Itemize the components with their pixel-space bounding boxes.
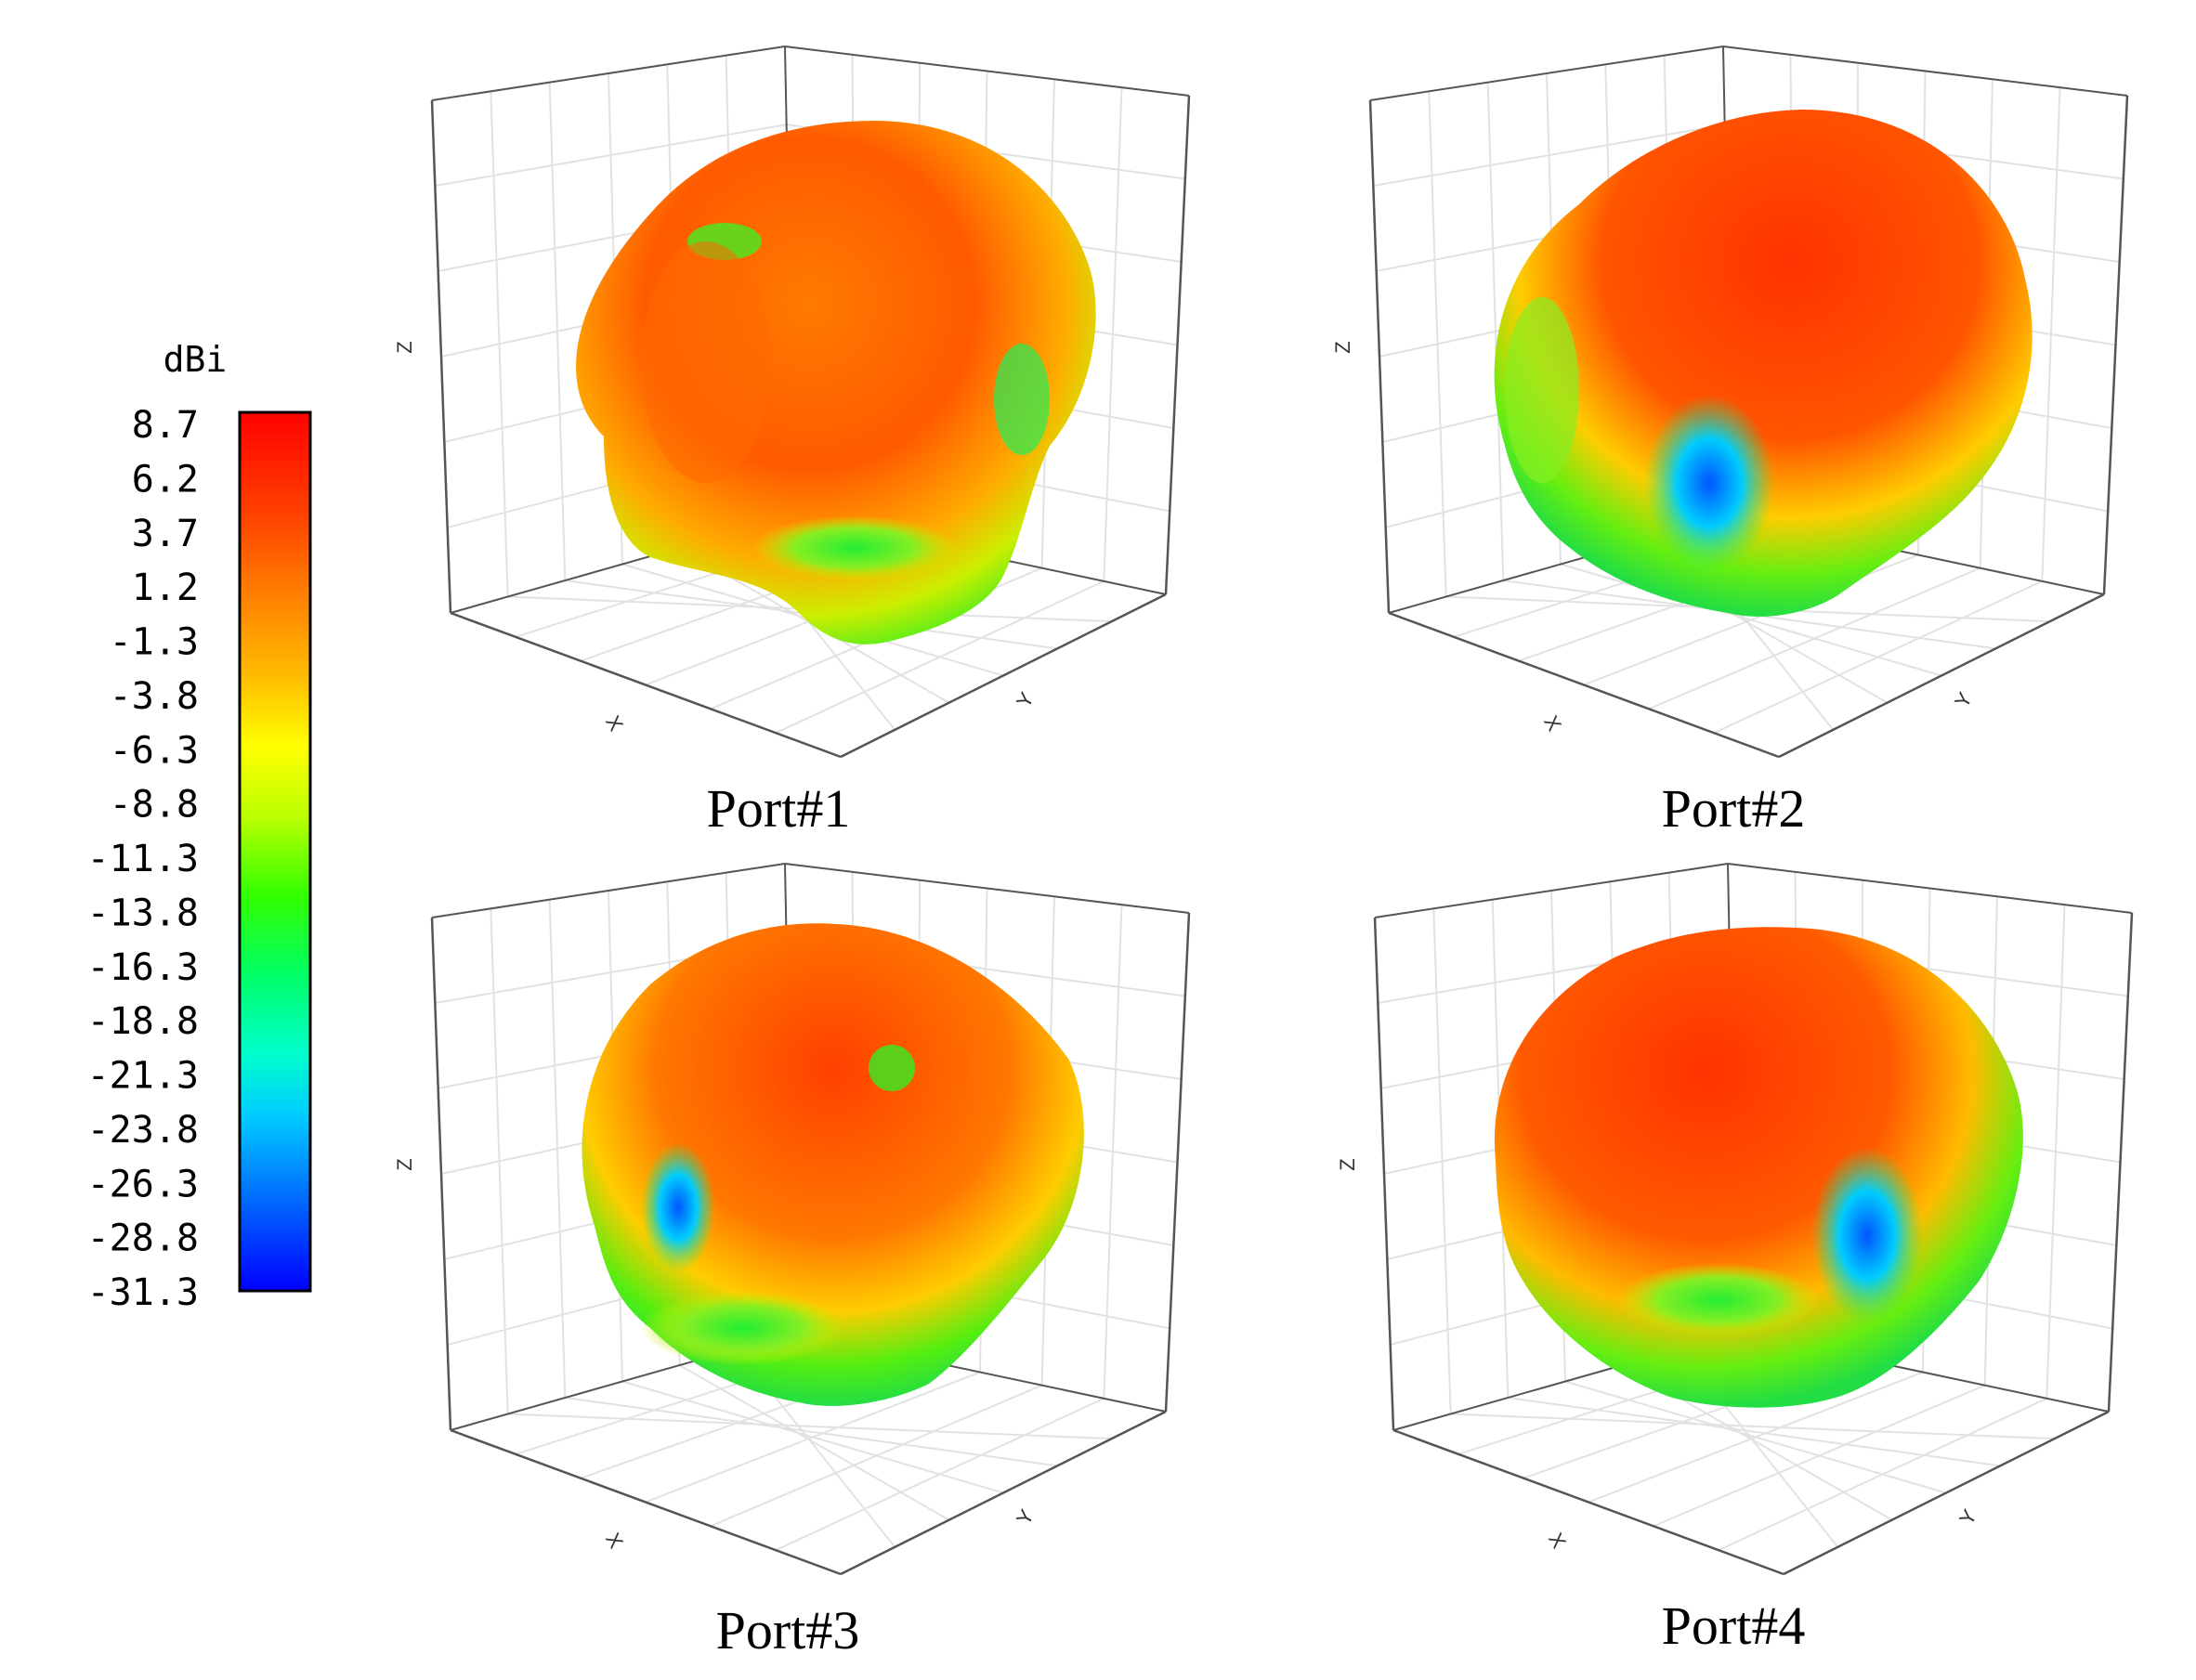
colorbar-tick-label: -18.8	[87, 1000, 199, 1043]
axis-label: Z	[393, 1158, 416, 1170]
axis-line	[1653, 1384, 1986, 1528]
colorbar: dBi 8.7 6.2 3.7 1.2 -1.3 -3.8 -6.3 -8.8 -11.3 -13…	[87, 339, 312, 1314]
axis-line	[565, 1397, 1058, 1467]
axis-line	[1164, 95, 1191, 595]
axis-line	[1778, 593, 2105, 759]
colorbar-title: dBi	[163, 339, 228, 380]
axis-label: Y	[1950, 688, 1977, 711]
radiation-pattern-port3	[582, 923, 1084, 1406]
axis-line	[710, 1384, 1043, 1528]
axis-line	[840, 1410, 1167, 1576]
panel-caption-port3: Port#3	[716, 1600, 860, 1660]
axis-line	[1648, 567, 1981, 710]
colorbar-tick-label: -28.8	[87, 1218, 199, 1260]
axis-label: X	[1539, 711, 1566, 735]
colorbar-tick-label: 1.2	[132, 567, 199, 609]
axis-line	[1374, 863, 1729, 918]
axis-line	[1727, 863, 2133, 914]
colorbar-tick-label: -23.8	[87, 1109, 199, 1152]
colorbar-tick-label: -3.8	[110, 675, 199, 718]
axis-line	[1388, 611, 1780, 759]
axis-line	[1373, 917, 1395, 1431]
axis-line	[1783, 1410, 2110, 1576]
axis-line	[430, 99, 452, 614]
axis-line	[1588, 1371, 1924, 1504]
axis-line	[431, 863, 786, 918]
axis-line	[645, 1371, 981, 1504]
axis-label: X	[601, 1529, 628, 1552]
radiation-pattern-port1	[576, 121, 1096, 645]
axis-label: Y	[1012, 688, 1039, 711]
axis-line	[679, 1364, 950, 1521]
colorbar-tick-label: -11.3	[87, 838, 199, 880]
axis-label: Y	[1012, 1505, 1039, 1529]
axis-line	[1103, 87, 1123, 581]
colorbar-tick-label: 8.7	[132, 404, 199, 447]
axis-line	[2046, 905, 2066, 1399]
colorbar-tick-label: -8.8	[110, 784, 199, 827]
axis-line	[1718, 1397, 2047, 1552]
colorbar-tick-label: -31.3	[87, 1271, 199, 1314]
axis-line	[1103, 905, 1123, 1399]
axis-label: Z	[1336, 1158, 1359, 1170]
axis-line	[2107, 912, 2134, 1413]
axis-line	[1164, 912, 1191, 1413]
axis-line	[1450, 1413, 2055, 1440]
axis-label: X	[601, 711, 628, 735]
axis-line	[1722, 46, 2128, 97]
axis-line	[1368, 99, 1391, 614]
panel-caption-port1: Port#1	[707, 778, 851, 839]
colorbar-tick-label: 6.2	[132, 458, 199, 501]
axis-line	[784, 863, 1190, 914]
axis-line	[2041, 87, 2061, 581]
colorbar-gradient	[238, 410, 312, 1293]
axis-line	[775, 1397, 1105, 1552]
axis-line	[507, 1413, 1112, 1440]
axis-line	[840, 593, 1167, 759]
axis-label: X	[1544, 1529, 1571, 1552]
radiation-pattern-port4	[1494, 927, 2023, 1408]
axis-line	[2102, 95, 2129, 595]
colorbar-tick-label: -16.3	[87, 946, 199, 989]
axis-line	[1713, 580, 2043, 735]
axis-label: Y	[1954, 1505, 1981, 1529]
colorbar-tick-label: -1.3	[110, 621, 199, 664]
axis-line	[431, 46, 786, 101]
axis-line	[450, 1428, 842, 1576]
axis-line	[775, 580, 1105, 735]
axis-line	[1508, 1397, 2001, 1467]
colorbar-tick-label: -6.3	[110, 729, 199, 772]
radiation-pattern-port2	[1494, 110, 2033, 617]
axis-line	[450, 611, 842, 759]
colorbar-tick-label: 3.7	[132, 513, 199, 555]
axis-label: Z	[1331, 341, 1354, 353]
panel-caption-port2: Port#2	[1662, 778, 1806, 839]
colorbar-tick-label: -26.3	[87, 1163, 199, 1205]
axis-label: Z	[393, 341, 416, 353]
axis-line	[784, 46, 1190, 97]
colorbar-tick-label: -13.8	[87, 892, 199, 934]
panel-caption-port4: Port#4	[1662, 1595, 1806, 1656]
axis-line	[1392, 1428, 1784, 1576]
colorbar-tick-label: -21.3	[87, 1055, 199, 1098]
axis-line	[1369, 46, 1724, 101]
axis-line	[430, 917, 452, 1431]
